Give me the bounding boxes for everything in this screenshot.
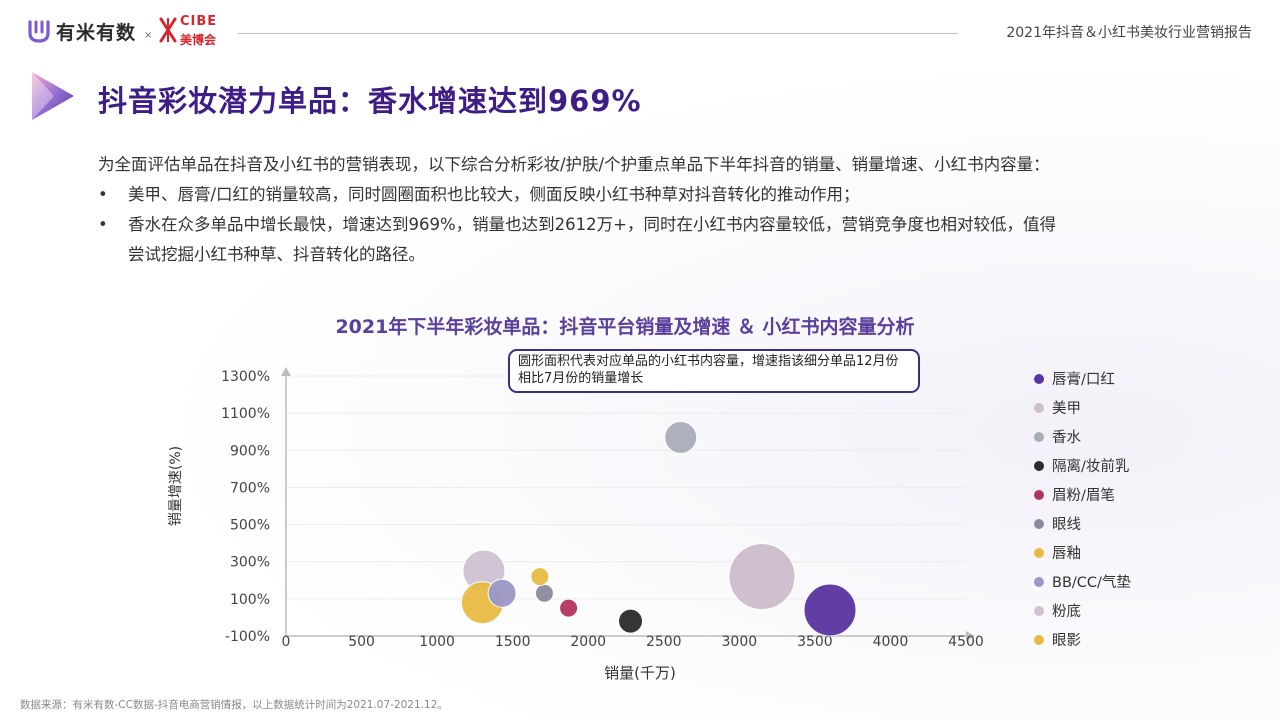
bullet-text: 香水在众多单品中增长最快，增速达到969%，销量也达到2612万+，同时在小红书… (128, 215, 1056, 234)
title-triangle-icon (32, 72, 74, 120)
cibe-logo: CIBE 美博会 (158, 14, 222, 48)
header-bar: 有米有数 × CIBE 美博会 2021年抖音＆小红书美妆行业营销报告 (0, 0, 1280, 64)
legend-item: 眼线 (1034, 513, 1081, 534)
cibe-logo-en: CIBE (180, 14, 218, 29)
x-tick-label: 3000 (722, 634, 758, 650)
legend-swatch-icon (1034, 460, 1044, 471)
x-tick-label: 500 (348, 634, 375, 650)
y-tick-label: 500% (230, 518, 270, 534)
legend-swatch-icon (1034, 576, 1044, 587)
bubble-point (803, 583, 857, 637)
y-tick-label: 100% (230, 592, 270, 608)
bullet-dot: • (98, 215, 108, 234)
bullet-dot: • (98, 185, 108, 204)
legend-item: 隔离/妆前乳 (1034, 455, 1129, 476)
youmi-logo: 有米有数 (28, 18, 136, 45)
legend-swatch-icon (1034, 373, 1044, 384)
legend-swatch-icon (1034, 518, 1044, 529)
data-source: 数据来源：有米有数-CC数据-抖音电商营销情报，以上数据统计时间为2021.07… (20, 699, 448, 711)
cibe-logo-icon (159, 17, 177, 43)
youmi-logo-text: 有米有数 (56, 22, 137, 44)
x-tick-label: 2500 (646, 634, 682, 650)
y-tick-label: 300% (230, 555, 270, 571)
legend-label: 眼线 (1052, 517, 1081, 533)
legend-swatch-icon (1034, 431, 1044, 442)
bullet-text-continued: 尝试挖掘小红书种草、抖音转化的路径。 (128, 245, 425, 264)
chart-axes (281, 367, 975, 641)
bullet-item: • 美甲、唇膏/口红的销量较高，同时圆圈面积也比较大，侧面反映小红书种草对抖音转… (98, 180, 1198, 210)
legend-label: 隔离/妆前乳 (1052, 459, 1130, 475)
page-title: 抖音彩妆潜力单品：香水增速达到969% (98, 84, 642, 118)
y-tick-label: 900% (230, 443, 270, 459)
legend-swatch-icon (1034, 605, 1044, 616)
legend-label: 粉底 (1052, 604, 1081, 620)
cibe-logo-cn: 美博会 (180, 33, 217, 47)
legend-item: 眼影 (1034, 629, 1081, 650)
logo-separator: × (144, 30, 153, 41)
legend-swatch-icon (1034, 489, 1044, 500)
bubbles (460, 420, 857, 637)
bubble-point (618, 608, 644, 634)
header-divider (238, 33, 958, 34)
x-tick-label: 1500 (495, 634, 531, 650)
x-tick-label: 0 (282, 634, 291, 650)
bubble-point (530, 567, 550, 587)
legend-label: 唇膏/口红 (1052, 372, 1115, 388)
bubble-point (534, 583, 554, 603)
bullet-text: 美甲、唇膏/口红的销量较高，同时圆圈面积也比较大，侧面反映小红书种草对抖音转化的… (128, 185, 860, 204)
y-gridlines (286, 375, 966, 600)
x-axis-arrow-icon (966, 631, 975, 641)
legend-item: 香水 (1034, 426, 1081, 447)
legend-label: BB/CC/气垫 (1052, 575, 1131, 591)
x-tick-label: 4500 (948, 634, 984, 650)
y-axis-arrow-icon (281, 367, 291, 376)
legend-item: BB/CC/气垫 (1034, 571, 1131, 592)
x-tick-label: 3500 (797, 634, 833, 650)
legend-item: 眉粉/眉笔 (1034, 484, 1115, 505)
chart-title: 2021年下半年彩妆单品：抖音平台销量及增速 ＆ 小红书内容量分析 (335, 316, 915, 338)
legend-item: 唇釉 (1034, 542, 1081, 563)
intro-paragraph: 为全面评估单品在抖音及小红书的营销表现，以下综合分析彩妆/护肤/个护重点单品下半… (98, 155, 1050, 174)
legend-item: 粉底 (1034, 600, 1081, 621)
legend-swatch-icon (1034, 402, 1044, 413)
legend-label: 美甲 (1052, 401, 1081, 417)
youmi-logo-icon (28, 19, 50, 43)
bubble-point (559, 598, 579, 618)
legend-label: 眼影 (1052, 633, 1081, 649)
y-tick-label: 1300% (221, 369, 270, 385)
x-axis-label: 销量(千万) (604, 664, 676, 682)
x-tick-label: 4000 (873, 634, 909, 650)
bubble-point (664, 420, 698, 454)
legend-swatch-icon (1034, 634, 1044, 645)
legend-item: 唇膏/口红 (1034, 368, 1115, 389)
legend-item: 美甲 (1034, 397, 1081, 418)
legend-label: 眉粉/眉笔 (1052, 488, 1115, 504)
x-tick-label: 2000 (570, 634, 606, 650)
x-tick-label: 1000 (419, 634, 455, 650)
legend-swatch-icon (1034, 547, 1044, 558)
body-text: 为全面评估单品在抖音及小红书的营销表现，以下综合分析彩妆/护肤/个护重点单品下半… (98, 150, 1198, 270)
bubble-point (487, 578, 517, 608)
y-axis-label: 销量增速(%) (168, 446, 184, 526)
legend-label: 唇釉 (1052, 546, 1081, 562)
y-tick-label: -100% (225, 629, 270, 645)
y-tick-label: 1100% (221, 406, 270, 422)
bubble-point (728, 543, 796, 611)
legend-label: 香水 (1052, 430, 1081, 446)
x-tick-labels: 0 500 1000 1500 2000 2500 3000 3500 4000 4500 (282, 634, 984, 650)
y-tick-labels: -100% 100% 300% 500% 700% 900% 1100% 1300% (221, 369, 270, 645)
y-tick-label: 700% (230, 480, 270, 496)
bullet-item: • 香水在众多单品中增长最快，增速达到969%，销量也达到2612万+，同时在小… (98, 210, 1198, 240)
chart-note: 圆形面积代表对应单品的小红书内容量，增速指该细分单品12月份相比7月份的销量增长 (508, 349, 920, 393)
report-title: 2021年抖音＆小红书美妆行业营销报告 (1006, 25, 1252, 41)
